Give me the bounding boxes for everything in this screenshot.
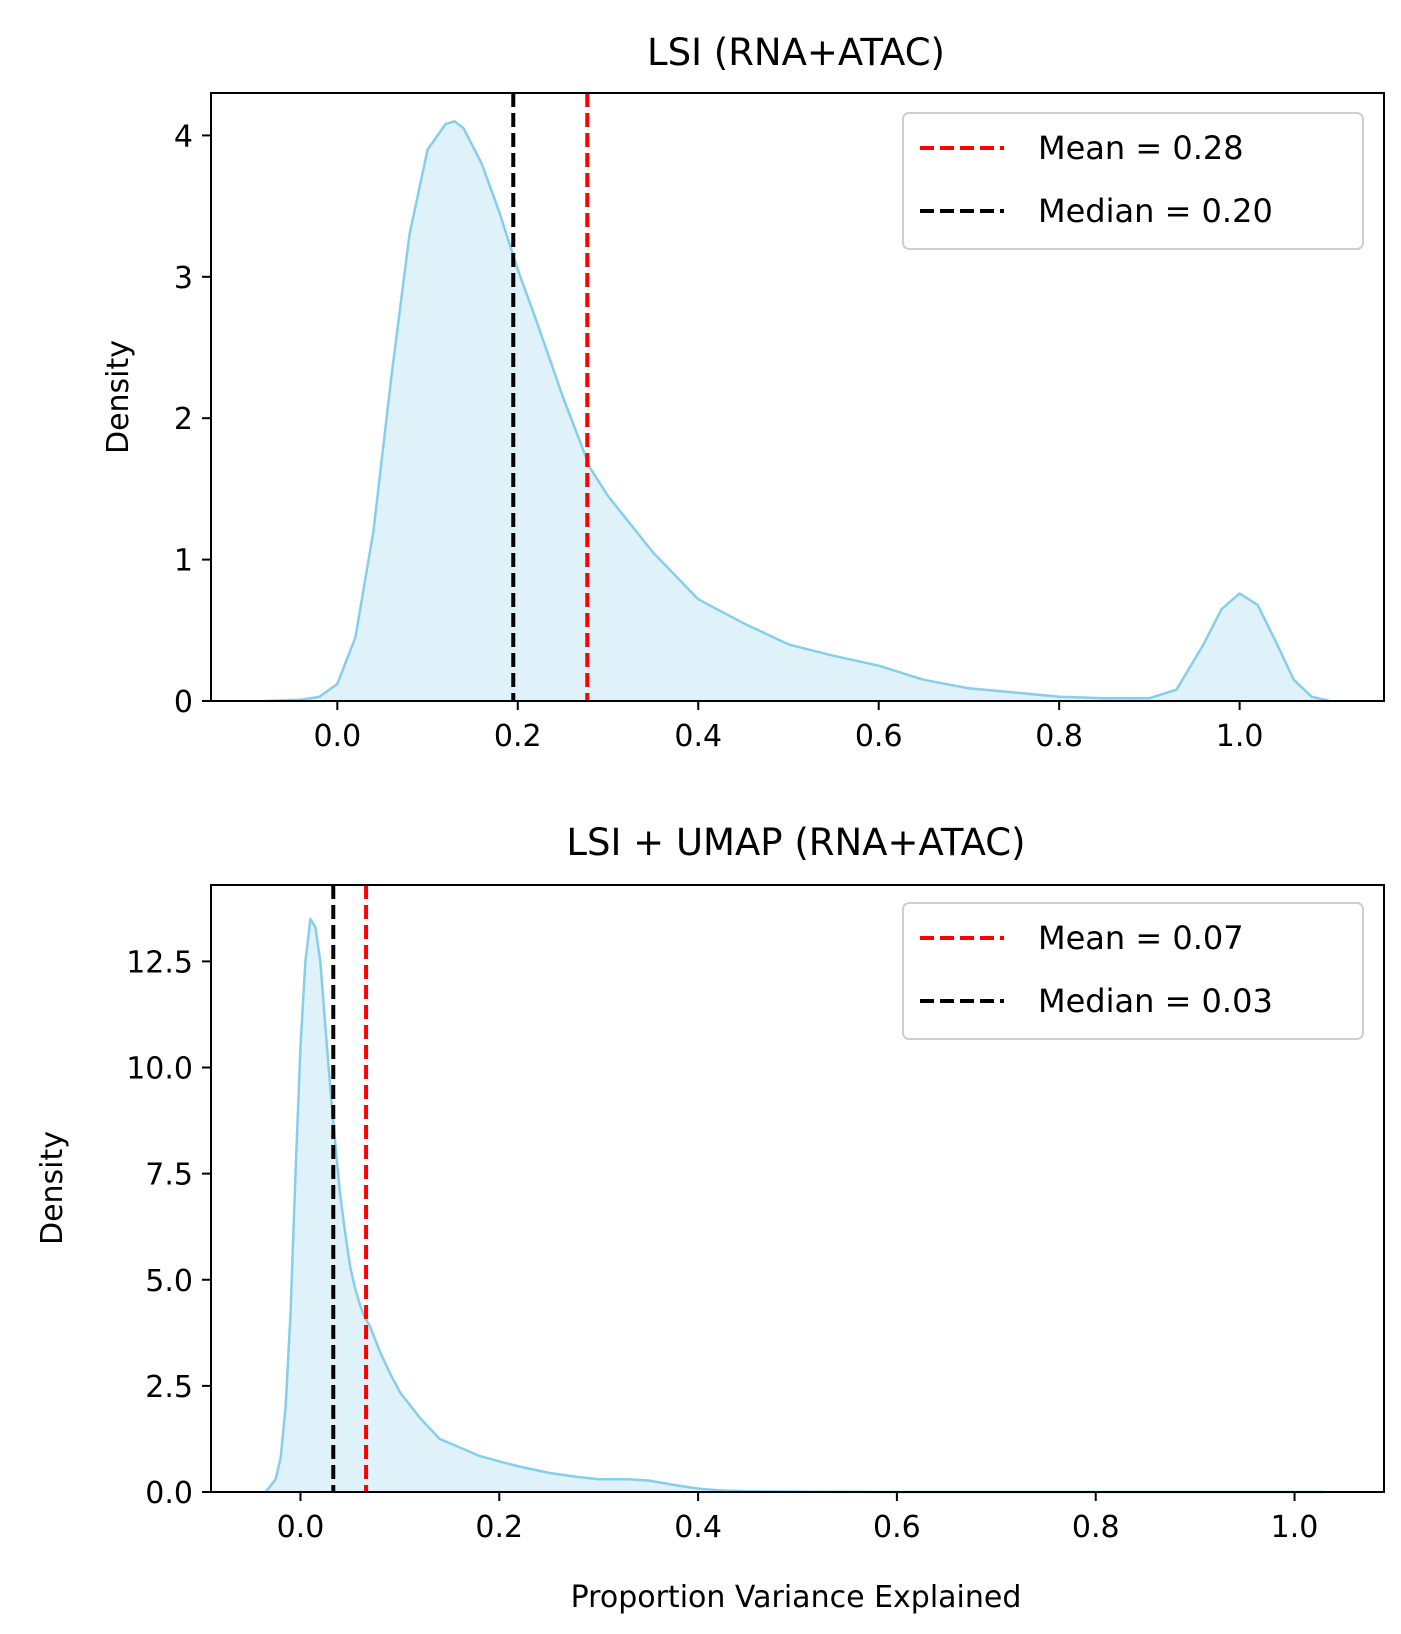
x-tick-label: 0.0 <box>313 719 361 754</box>
y-tick-label: 12.5 <box>126 945 193 980</box>
y-tick-label: 0.0 <box>145 1476 193 1511</box>
x-tick-label: 0.8 <box>1035 719 1083 754</box>
x-tick-label: 0.2 <box>475 1510 523 1545</box>
legend-label-median: Median = 0.20 <box>1038 192 1273 230</box>
vline-layer <box>511 93 590 701</box>
y-axis-ticks: 0.0 2.5 5.0 7.5 10.0 12.5 <box>126 945 211 1511</box>
density-area <box>265 919 1325 1492</box>
x-axis-label: Proportion Variance Explained <box>571 1580 1022 1615</box>
y-tick-label: 1 <box>174 544 193 579</box>
y-tick-label: 3 <box>174 261 193 296</box>
density-plot-lsi-umap: LSI + UMAP (RNA+ATAC) 0.0 0.2 0.4 0.6 0.8 1.0… <box>35 821 1385 1615</box>
x-tick-label: 1.0 <box>1216 719 1264 754</box>
density-plot-lsi: LSI (RNA+ATAC) 0.0 0.2 0.4 0.6 0.8 1.0 01234 … <box>101 31 1385 754</box>
legend-label-mean: Mean = 0.07 <box>1038 919 1244 957</box>
y-tick-label: 4 <box>174 119 193 154</box>
y-tick-label: 0 <box>174 685 193 720</box>
legend-label-median: Median = 0.03 <box>1038 982 1273 1020</box>
density-fill-layer <box>264 917 1325 1494</box>
x-tick-label: 0.0 <box>277 1510 325 1545</box>
chart-title: LSI + UMAP (RNA+ATAC) <box>566 821 1025 864</box>
y-tick-label: 10.0 <box>126 1052 193 1087</box>
y-axis-label: Density <box>35 1131 70 1245</box>
legend-label-mean: Mean = 0.28 <box>1038 129 1244 167</box>
legend-box <box>902 902 1364 1040</box>
density-curve <box>265 120 1331 703</box>
axes-frame <box>210 884 1385 1493</box>
y-tick-label: 2.5 <box>145 1370 193 1405</box>
y-tick-label: 2 <box>174 402 193 437</box>
x-tick-label: 0.6 <box>855 719 903 754</box>
x-tick-label: 0.2 <box>494 719 542 754</box>
x-tick-label: 1.0 <box>1271 1510 1319 1545</box>
y-axis-ticks: 0 1 2 3 4 <box>174 119 211 720</box>
x-axis-ticks: 0.0 0.2 0.4 0.6 0.8 1.0 <box>277 1492 1319 1545</box>
x-tick-label: 0.6 <box>873 1510 921 1545</box>
chart-title: LSI (RNA+ATAC) <box>647 31 945 74</box>
legend: Mean = 0.07 Median = 0.03 <box>902 902 1364 1040</box>
y-tick-label: 5.0 <box>145 1264 193 1299</box>
vline-layer <box>331 885 369 1492</box>
axes-frame <box>210 92 1385 702</box>
legend-box <box>902 112 1364 250</box>
density-curve <box>264 917 1325 1494</box>
x-tick-label: 0.8 <box>1072 1510 1120 1545</box>
y-tick-label: 7.5 <box>145 1158 193 1193</box>
legend: Mean = 0.28 Median = 0.20 <box>902 112 1364 250</box>
y-axis-label: Density <box>101 340 136 454</box>
x-tick-label: 0.4 <box>674 1510 722 1545</box>
x-tick-label: 0.4 <box>674 719 722 754</box>
x-axis-ticks: 0.0 0.2 0.4 0.6 0.8 1.0 <box>313 701 1263 754</box>
density-area <box>265 121 1330 702</box>
density-fill-layer <box>265 120 1331 703</box>
